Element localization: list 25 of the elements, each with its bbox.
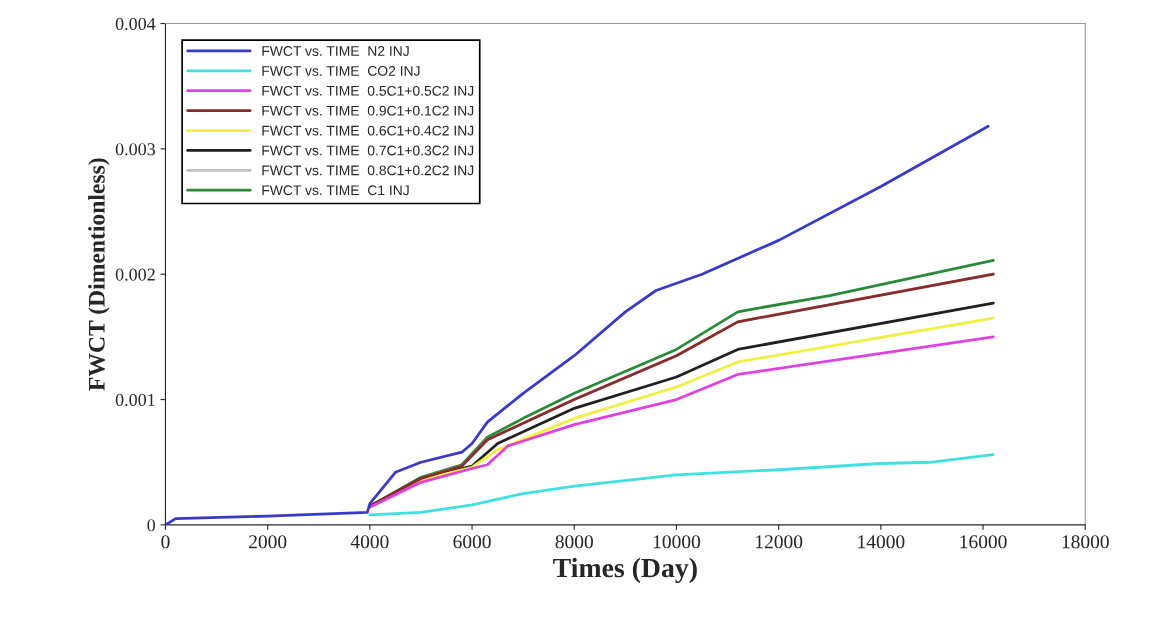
x-tick-label: 14000 [858, 535, 905, 549]
x-tick-label: 8000 [555, 535, 593, 549]
legend-label: FWCT vs. TIME N2 INJ [262, 46, 409, 56]
x-tick-label: 6000 [453, 535, 491, 549]
y-axis-title: FWCT (Dimentionless) [88, 158, 110, 391]
x-tick-label: 2000 [249, 535, 287, 549]
y-tick-label: 0 [147, 519, 156, 532]
legend-label: FWCT vs. TIME 0.6C1+0.4C2 INJ [262, 125, 474, 136]
legend-label: FWCT vs. TIME 0.5C1+0.5C2 INJ [262, 85, 474, 96]
y-tick-label: 0.001 [115, 393, 155, 407]
x-tick-label: 12000 [756, 535, 803, 549]
legend-label: FWCT vs. TIME 0.8C1+0.2C2 INJ [262, 165, 474, 176]
y-tick-label: 0.004 [115, 17, 156, 31]
x-tick-label: 0 [161, 535, 170, 549]
x-axis-title: Times (Day) [553, 557, 697, 584]
legend-label: FWCT vs. TIME CO2 INJ [262, 66, 420, 76]
legend-label: FWCT vs. TIME 0.9C1+0.1C2 INJ [262, 105, 474, 116]
legend-label: FWCT vs. TIME 0.7C1+0.3C2 INJ [262, 145, 474, 156]
x-tick-label: 10000 [653, 535, 701, 549]
x-tick-label: 18000 [1062, 535, 1109, 549]
y-tick-label: 0.003 [115, 143, 156, 156]
y-tick-label: 0.002 [115, 268, 155, 281]
x-tick-label: 4000 [350, 535, 389, 549]
x-tick-label: 16000 [960, 535, 1007, 549]
legend-label: FWCT vs. TIME C1 INJ [262, 185, 409, 196]
